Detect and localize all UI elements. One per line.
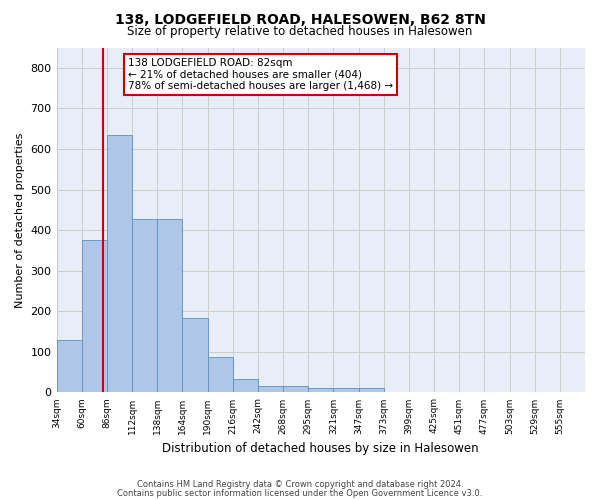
Bar [308,388,334,392]
Text: Contains HM Land Registry data © Crown copyright and database right 2024.: Contains HM Land Registry data © Crown c… [137,480,463,489]
Text: 138 LODGEFIELD ROAD: 82sqm
← 21% of detached houses are smaller (404)
78% of sem: 138 LODGEFIELD ROAD: 82sqm ← 21% of deta… [128,58,393,91]
Bar [182,318,208,392]
Text: Contains public sector information licensed under the Open Government Licence v3: Contains public sector information licen… [118,488,482,498]
Bar [157,218,182,392]
X-axis label: Distribution of detached houses by size in Halesowen: Distribution of detached houses by size … [163,442,479,455]
Bar [334,388,359,392]
Bar [283,386,308,392]
Bar [132,218,157,392]
Text: 138, LODGEFIELD ROAD, HALESOWEN, B62 8TN: 138, LODGEFIELD ROAD, HALESOWEN, B62 8TN [115,12,485,26]
Bar [107,134,132,392]
Text: Size of property relative to detached houses in Halesowen: Size of property relative to detached ho… [127,25,473,38]
Bar [258,386,283,392]
Bar [56,340,82,392]
Bar [359,388,383,392]
Bar [82,240,107,392]
Bar [208,356,233,392]
Bar [233,380,258,392]
Y-axis label: Number of detached properties: Number of detached properties [15,132,25,308]
